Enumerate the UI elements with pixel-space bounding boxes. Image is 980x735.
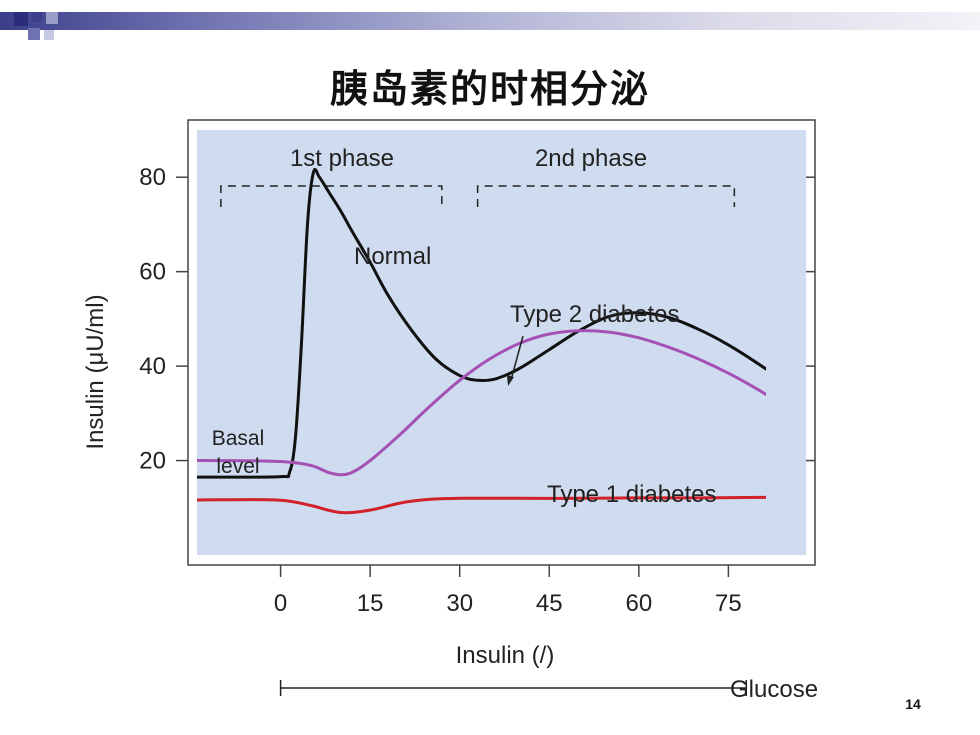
phase2-label: 2nd phase — [535, 145, 647, 172]
x-axis-title: Insulin (/) — [456, 642, 555, 669]
type1-label: Type 1 diabetes — [547, 481, 716, 508]
type2-label: Type 2 diabetes — [510, 301, 679, 328]
x-tick-label: 60 — [625, 590, 652, 617]
type2-pointer-arrowhead — [507, 375, 514, 386]
page-number: 14 — [905, 696, 921, 712]
basal-label-line2: level — [216, 455, 259, 478]
x-tick-label: 75 — [715, 590, 742, 617]
y-tick-label: 20 — [139, 448, 166, 475]
phase-bracket — [220, 185, 443, 207]
y-tick-label: 40 — [139, 353, 166, 380]
title-decoration-band — [0, 12, 980, 30]
x-tick-label: 30 — [446, 590, 473, 617]
series-line-type-1-diabetes — [197, 495, 766, 515]
series-line-type-2-diabetes — [197, 329, 766, 477]
phase1-label: 1st phase — [290, 145, 394, 172]
x-tick-label: 0 — [274, 590, 287, 617]
glucose-label: Glucose — [730, 676, 818, 703]
slide-title: 胰岛素的时相分泌 — [329, 66, 650, 111]
template-logo-squares — [0, 0, 80, 60]
y-tick-label: 60 — [139, 259, 166, 286]
plot-area — [197, 130, 806, 555]
x-tick-label: 15 — [357, 590, 384, 617]
basal-label-line1: Basal — [212, 427, 265, 450]
series-line-normal — [197, 167, 766, 479]
normal-label: Normal — [354, 243, 431, 270]
y-tick-label: 80 — [139, 164, 166, 191]
x-tick-label: 45 — [536, 590, 563, 617]
type2-pointer-line — [510, 335, 524, 381]
y-axis-title: Insulin (μU/ml) — [82, 294, 109, 449]
